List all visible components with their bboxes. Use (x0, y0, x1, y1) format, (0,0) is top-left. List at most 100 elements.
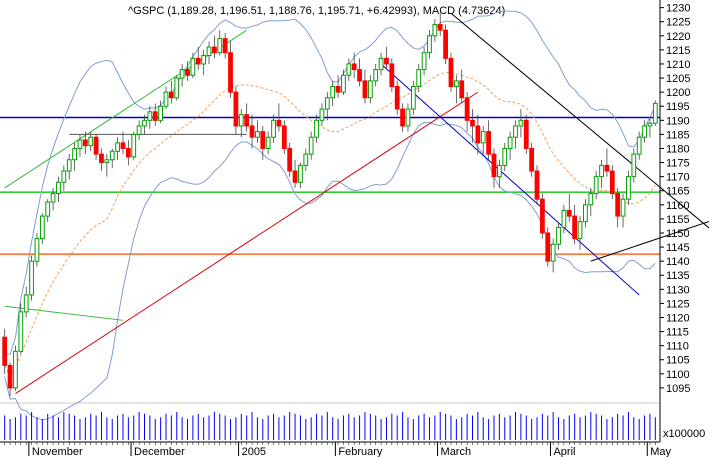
candle-body (195, 57, 201, 65)
candle-body (507, 136, 513, 149)
candle (330, 80, 336, 107)
candle-body (45, 201, 51, 217)
candle (502, 142, 508, 172)
candle-body (163, 91, 169, 107)
candle (18, 303, 24, 355)
candle (631, 148, 637, 183)
y-tick-label: 1115 (666, 327, 689, 339)
candle (335, 75, 341, 98)
candle (276, 103, 282, 132)
candle-body (523, 119, 529, 149)
candle-body (410, 86, 416, 110)
candle (238, 109, 244, 138)
candle (244, 103, 250, 132)
candle-body (29, 260, 34, 296)
candle-body (61, 170, 67, 183)
candle (212, 35, 217, 59)
candle (206, 41, 212, 64)
candle (362, 69, 368, 104)
candle-body (642, 125, 647, 138)
trend-green-up (4, 29, 247, 189)
candle (583, 199, 588, 228)
candle (249, 114, 255, 149)
candle-body (18, 311, 24, 352)
candle (384, 47, 389, 70)
candle (470, 109, 475, 143)
candle (540, 193, 545, 239)
candle-body (405, 108, 411, 127)
y-tick-label: 1210 (666, 59, 690, 71)
candle-body (179, 69, 185, 79)
y-tick-label: 1105 (666, 355, 690, 367)
candle (168, 80, 174, 104)
candle (50, 187, 56, 211)
candle-body (174, 77, 180, 99)
candle-body (217, 38, 223, 54)
candle-body (82, 139, 88, 147)
candle (217, 30, 223, 56)
candle-body (486, 131, 492, 155)
candle-body (23, 294, 29, 313)
candle (319, 103, 325, 126)
candle (190, 52, 196, 79)
candle (373, 63, 379, 87)
candle-body (142, 119, 147, 127)
candle (222, 32, 228, 59)
candle (179, 63, 185, 87)
candle-body (464, 97, 470, 121)
y-tick-label: 1160 (666, 200, 690, 212)
candle-body (427, 35, 432, 54)
candle-body (136, 125, 142, 135)
candle-body (626, 176, 631, 200)
candle (324, 92, 330, 121)
candle-body (298, 164, 303, 183)
candle (201, 49, 207, 76)
candle-body (303, 153, 309, 166)
y-tick-label: 1200 (666, 87, 690, 99)
candle (378, 52, 384, 76)
candle-body (271, 119, 276, 138)
candle-body (260, 131, 266, 149)
y-tick-label: 1215 (666, 45, 690, 57)
candle-body (292, 170, 298, 183)
x-month-label: February (338, 446, 383, 457)
trend-red (15, 91, 479, 394)
candle (147, 106, 153, 129)
candle (115, 137, 120, 160)
candlesticks (2, 13, 658, 397)
candle-body (389, 63, 395, 88)
candle (303, 148, 309, 172)
candle (104, 154, 110, 177)
volume-bars (4, 412, 656, 440)
candle-body (453, 80, 459, 88)
candle-body (459, 80, 465, 99)
candle-body (351, 63, 357, 71)
candle (77, 134, 83, 157)
y-tick-label: 1100 (666, 369, 690, 381)
candle (7, 362, 13, 397)
candle-body (491, 153, 497, 178)
y-tick-label: 1140 (666, 256, 690, 268)
x-month-label: December (134, 446, 185, 457)
candle (131, 131, 137, 160)
candle (125, 140, 131, 166)
candle (292, 159, 298, 188)
candle (593, 171, 599, 200)
candle (394, 80, 400, 115)
candle (255, 120, 260, 143)
candle-body (604, 164, 610, 172)
x-month-label: March (441, 446, 472, 457)
candle (260, 125, 266, 160)
candle (308, 131, 314, 160)
candle-body (636, 136, 642, 155)
y-tick-label: 1180 (666, 143, 690, 155)
y-tick-label: 1205 (666, 73, 690, 85)
candle-body (394, 86, 400, 110)
candle-body (335, 86, 341, 93)
candle-body (367, 80, 373, 99)
candle-body (609, 170, 615, 195)
candle-body (652, 102, 658, 124)
candle (23, 286, 29, 318)
candle (421, 47, 427, 76)
candle-body (238, 114, 244, 127)
